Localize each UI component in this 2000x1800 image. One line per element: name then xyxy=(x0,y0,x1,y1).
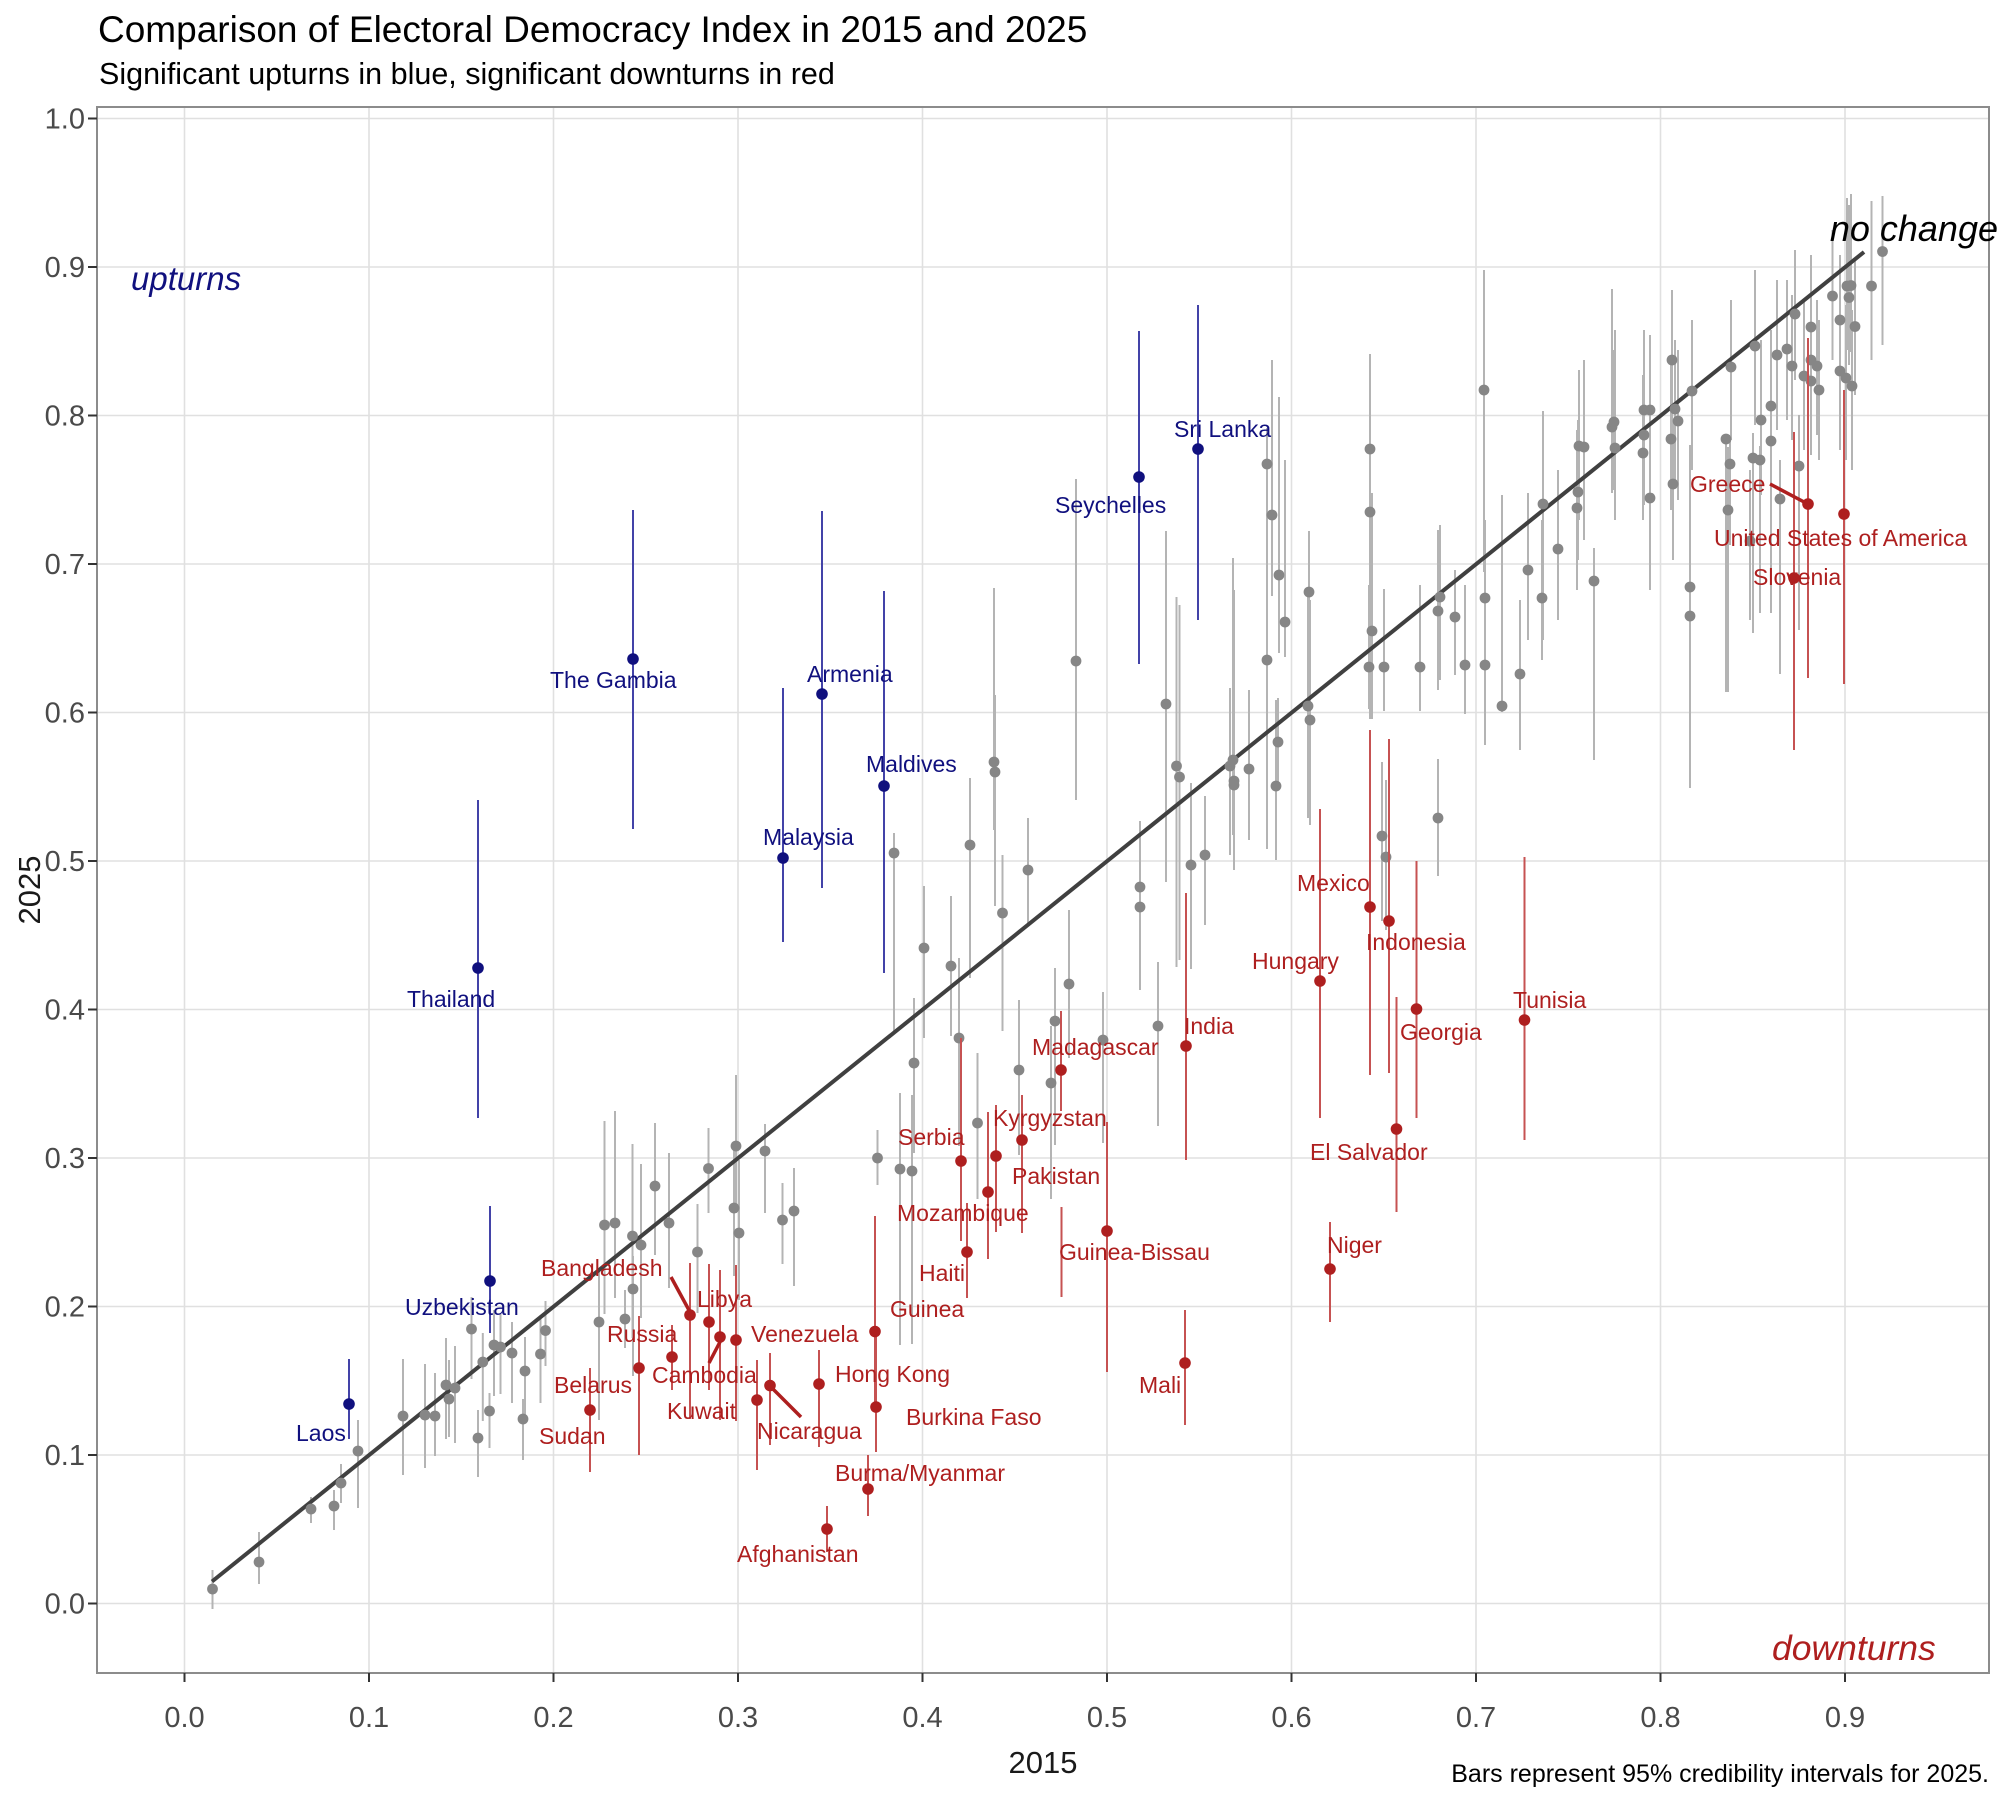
svg-text:Comparison of Electoral Democr: Comparison of Electoral Democracy Index … xyxy=(98,9,1087,50)
svg-text:0.4: 0.4 xyxy=(902,1702,942,1734)
svg-text:Burkina Faso: Burkina Faso xyxy=(906,1404,1042,1430)
svg-text:Mexico: Mexico xyxy=(1297,870,1370,896)
svg-text:Malaysia: Malaysia xyxy=(763,824,854,850)
svg-text:El Salvador: El Salvador xyxy=(1310,1139,1428,1165)
svg-text:Guinea-Bissau: Guinea-Bissau xyxy=(1059,1239,1210,1265)
svg-text:0.1: 0.1 xyxy=(45,1440,85,1472)
svg-text:0.9: 0.9 xyxy=(1825,1702,1865,1734)
svg-text:Armenia: Armenia xyxy=(807,661,893,687)
svg-text:Kuwait: Kuwait xyxy=(667,1398,737,1424)
svg-text:0.7: 0.7 xyxy=(1456,1702,1496,1734)
svg-text:India: India xyxy=(1184,1013,1234,1039)
svg-text:Cambodia: Cambodia xyxy=(652,1362,757,1388)
svg-text:Kyrgyzstan: Kyrgyzstan xyxy=(993,1105,1107,1131)
svg-text:Madagascar: Madagascar xyxy=(1032,1034,1159,1060)
svg-text:Seychelles: Seychelles xyxy=(1055,492,1166,518)
svg-text:Russia: Russia xyxy=(607,1321,678,1347)
svg-text:2015: 2015 xyxy=(1009,1745,1078,1780)
svg-text:Libya: Libya xyxy=(697,1286,752,1312)
svg-text:0.0: 0.0 xyxy=(45,1589,85,1621)
svg-text:United States of America: United States of America xyxy=(1714,525,1967,551)
svg-text:0.9: 0.9 xyxy=(45,252,85,284)
svg-text:Burma/Myanmar: Burma/Myanmar xyxy=(835,1460,1005,1486)
svg-text:0.5: 0.5 xyxy=(45,846,85,878)
svg-text:Haiti: Haiti xyxy=(919,1260,965,1286)
svg-text:Thailand: Thailand xyxy=(407,986,495,1012)
svg-text:Bangladesh: Bangladesh xyxy=(541,1255,663,1281)
svg-text:0.4: 0.4 xyxy=(45,995,85,1027)
svg-text:Slovenia: Slovenia xyxy=(1753,564,1841,590)
svg-text:downturns: downturns xyxy=(1772,1628,1936,1668)
svg-text:Hungary: Hungary xyxy=(1252,948,1339,974)
svg-text:Bars represent 95% credibility: Bars represent 95% credibility intervals… xyxy=(1451,1760,1989,1788)
svg-text:0.3: 0.3 xyxy=(45,1143,85,1175)
svg-text:Venezuela: Venezuela xyxy=(751,1321,859,1347)
svg-text:Hong Kong: Hong Kong xyxy=(835,1361,950,1387)
svg-text:Maldives: Maldives xyxy=(866,751,957,777)
svg-text:Mali: Mali xyxy=(1139,1372,1181,1398)
svg-text:0.2: 0.2 xyxy=(533,1702,573,1734)
svg-text:Afghanistan: Afghanistan xyxy=(737,1541,858,1567)
svg-text:2025: 2025 xyxy=(12,856,47,925)
svg-text:Greece: Greece xyxy=(1690,471,1765,497)
svg-text:0.8: 0.8 xyxy=(1640,1702,1680,1734)
svg-text:upturns: upturns xyxy=(131,260,241,297)
svg-text:0.8: 0.8 xyxy=(45,401,85,433)
svg-text:Significant upturns in blue, s: Significant upturns in blue, significant… xyxy=(99,57,835,91)
svg-text:0.7: 0.7 xyxy=(45,549,85,581)
svg-text:0.6: 0.6 xyxy=(1271,1702,1311,1734)
svg-text:Georgia: Georgia xyxy=(1400,1019,1482,1045)
svg-text:1.0: 1.0 xyxy=(45,104,85,136)
svg-text:0.3: 0.3 xyxy=(718,1702,758,1734)
svg-text:Laos: Laos xyxy=(296,1420,346,1446)
svg-text:Serbia: Serbia xyxy=(898,1124,965,1150)
svg-text:The Gambia: The Gambia xyxy=(550,667,677,693)
svg-text:Sudan: Sudan xyxy=(539,1423,606,1449)
svg-text:Guinea: Guinea xyxy=(890,1296,964,1322)
svg-text:Pakistan: Pakistan xyxy=(1012,1163,1100,1189)
svg-text:Sri Lanka: Sri Lanka xyxy=(1174,416,1271,442)
svg-text:Tunisia: Tunisia xyxy=(1513,987,1586,1013)
svg-text:0.6: 0.6 xyxy=(45,698,85,730)
svg-text:Uzbekistan: Uzbekistan xyxy=(405,1294,519,1320)
svg-text:0.1: 0.1 xyxy=(349,1702,389,1734)
svg-text:0.0: 0.0 xyxy=(164,1702,204,1734)
svg-text:no change: no change xyxy=(1830,208,1998,249)
svg-text:Nicaragua: Nicaragua xyxy=(757,1418,862,1444)
svg-text:0.5: 0.5 xyxy=(1087,1702,1127,1734)
svg-text:Niger: Niger xyxy=(1327,1232,1382,1258)
svg-text:0.2: 0.2 xyxy=(45,1292,85,1324)
svg-text:Mozambique: Mozambique xyxy=(897,1200,1029,1226)
svg-text:Belarus: Belarus xyxy=(554,1372,632,1398)
svg-text:Indonesia: Indonesia xyxy=(1366,929,1466,955)
